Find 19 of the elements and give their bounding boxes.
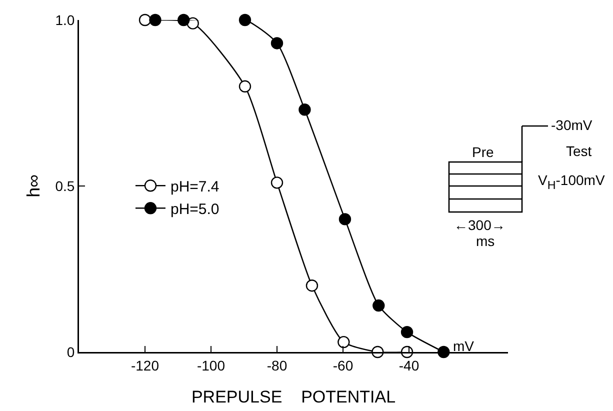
legend-label: pH=7.4 <box>170 178 220 196</box>
x-tick-label: -40 <box>398 357 420 374</box>
y-tick-label: 1.0 <box>55 12 75 28</box>
x-tick-label: -80 <box>266 357 288 374</box>
text: V$_{H}$-100mV <box>538 172 605 192</box>
x-tick-label: -60 <box>332 357 354 374</box>
annotation: mV <box>453 338 474 354</box>
x-axis-title: PREPULSE POTENTIAL <box>191 387 396 406</box>
y-axis-title: h∞ <box>24 174 44 198</box>
legend-label: pH=5.0 <box>170 201 220 218</box>
text: -30mV <box>551 117 592 133</box>
annotation: ms <box>476 233 495 249</box>
y-tick-label: 0.5 <box>55 178 75 194</box>
x-tick-label: -100 <box>196 357 226 374</box>
text: Test <box>566 143 592 159</box>
x-tick-label: -120 <box>130 357 160 374</box>
annotation: Pre <box>472 144 494 160</box>
annotation: ←300→ <box>454 217 506 233</box>
y-tick-label: 0 <box>66 344 75 360</box>
